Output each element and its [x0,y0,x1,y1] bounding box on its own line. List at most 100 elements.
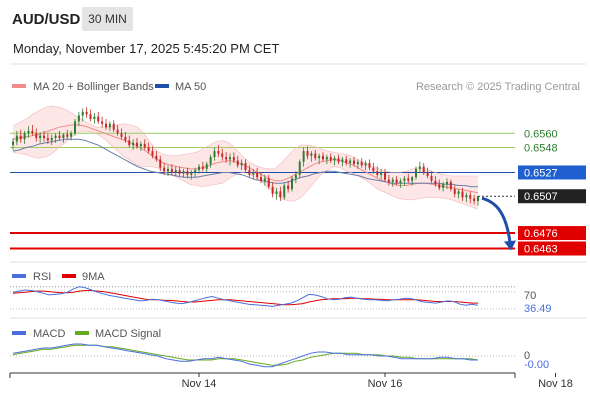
candle [407,173,410,184]
candle [132,139,135,150]
candle [62,133,65,143]
candle [186,167,189,179]
candle [229,153,231,166]
candle [434,176,437,187]
candle [225,152,228,163]
credit-label: Research © 2025 Trading Central [416,81,580,93]
candle [302,147,305,167]
candle [167,165,169,177]
candle [279,186,282,201]
svg-text:0.6527: 0.6527 [524,167,558,179]
macd-zero-label: 0 [524,350,530,362]
candle [81,108,84,122]
svg-text:0.6507: 0.6507 [524,191,558,203]
candle [260,172,262,184]
candle [213,147,216,161]
candle [256,167,259,180]
bollinger-bands [13,105,478,210]
candle [248,165,251,178]
candle [422,162,425,175]
bollinger-band-area [13,105,478,210]
candle [364,160,367,171]
candle [449,179,452,192]
candle [469,191,472,204]
bollinger-upper-line [12,105,478,177]
rsi-last-value: 36.49 [524,303,552,315]
rsi-legend-swatch [12,274,26,278]
candle [267,174,270,190]
symbol-title: AUD/USD [12,11,81,28]
forecast-arrow-head [504,240,516,251]
level-labels: 0.6560 0.6548 0.6527 0.6507 0.6476 0.6463 [518,126,586,256]
candle [190,170,193,180]
candle [453,185,456,198]
candle [322,152,324,162]
candle [271,181,274,198]
forecast-arrow-line [481,196,512,243]
candle [116,124,119,136]
candle [310,151,313,162]
candle [43,130,45,142]
candlesticks [12,107,479,206]
candle [198,164,200,174]
candle [46,133,49,144]
candle [426,167,429,179]
candle [101,116,104,128]
macd-signal-legend-swatch [75,331,89,335]
candle [329,153,332,163]
candle [159,155,162,172]
bollinger-lower-line [12,130,479,210]
candle [128,135,131,148]
macd-panel [10,343,515,368]
candle [170,164,173,175]
rsi-level-label: 70 [524,290,536,302]
candle [457,189,460,199]
candle [314,149,317,161]
candle [12,138,14,150]
time-tick-label: Nov 14 [182,378,217,390]
ma50-legend-label: MA 50 [175,81,206,93]
candle [360,158,363,168]
candle [27,126,30,139]
candle [58,130,61,141]
forecast-arrow [481,196,516,251]
candle [163,162,166,175]
candle [15,130,18,146]
candle [182,168,185,178]
candle [395,176,398,186]
candle [112,120,115,133]
candle [39,132,42,143]
candle [143,139,146,150]
rsi-ma-legend-label: 9MA [82,271,105,283]
candle [380,168,383,180]
time-tick-label: Nov 16 [368,378,403,390]
candle [244,159,247,173]
macd-legend-label: MACD [33,328,65,340]
candle [283,183,286,200]
candle [74,119,76,136]
candle [287,180,290,193]
candle [391,177,394,187]
candle [232,152,235,163]
candle [345,155,348,166]
candle [139,141,142,152]
candle [356,159,359,169]
candle [376,166,379,178]
candle [194,167,197,178]
candle [105,119,107,130]
candle [415,166,417,180]
candle [473,195,476,205]
resistance-label-1: 0.6560 [518,126,586,141]
candle [418,161,421,173]
candle [318,153,321,165]
candle [337,154,340,165]
candle [298,159,301,179]
candle [306,146,309,160]
candle [263,174,266,186]
svg-text:0.6476: 0.6476 [524,228,558,240]
candle [465,192,468,203]
timeframe-badge[interactable]: 30 MIN [82,7,133,31]
candle [19,129,22,143]
time-axis-ticks: Nov 14 Nov 16 Nov 18 [182,373,573,390]
